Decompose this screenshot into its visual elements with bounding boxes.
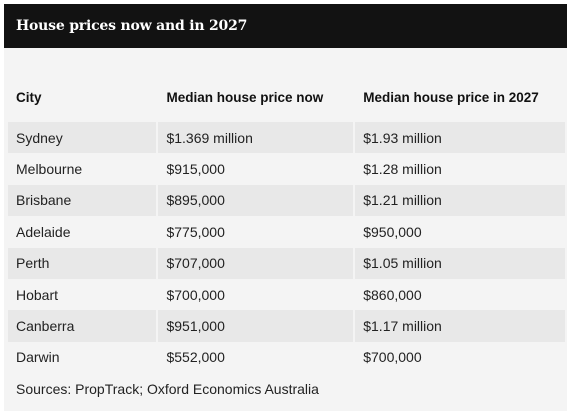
column-header-price-now: Median house price now: [156, 72, 353, 122]
city-cell: Brisbane: [8, 184, 157, 217]
table-row: Darwin $552,000 $700,000: [8, 341, 565, 374]
table-row: Perth $707,000 $1.05 million: [8, 247, 565, 279]
city-cell: Hobart: [8, 278, 157, 311]
city-cell: Adelaide: [8, 216, 157, 248]
price-now-cell: $707,000: [156, 247, 354, 279]
city-cell: Sydney: [8, 122, 157, 154]
price-now-cell: $1.369 million: [156, 122, 354, 154]
column-header-city: City: [16, 89, 42, 105]
price-2027-cell: $700,000: [353, 341, 565, 374]
source-note: Sources: PropTrack; Oxford Economics Aus…: [16, 381, 319, 397]
price-now-cell: $552,000: [156, 341, 354, 374]
price-now-cell: $895,000: [156, 184, 354, 217]
table-row: Hobart $700,000 $860,000: [8, 278, 565, 311]
price-2027-cell: $1.21 million: [353, 184, 565, 217]
column-header-price-2027: Median house price in 2027: [353, 72, 565, 122]
table-title-text: House prices now and in 2027: [16, 18, 248, 34]
price-2027-cell: $1.17 million: [353, 310, 565, 342]
table-row: Adelaide $775,000 $950,000: [8, 216, 565, 248]
price-now-cell: $700,000: [156, 278, 354, 311]
price-2027-cell: $1.28 million: [353, 153, 565, 185]
price-now-cell: $775,000: [156, 216, 354, 248]
price-2027-cell: $950,000: [353, 216, 565, 248]
price-2027-cell: $1.93 million: [353, 122, 565, 154]
city-cell: Canberra: [8, 310, 157, 342]
house-price-card: House prices now and in 2027 City Median…: [4, 4, 567, 411]
house-price-table: City Median house price now Median house…: [8, 72, 565, 374]
city-cell: Perth: [8, 247, 157, 279]
city-cell: Darwin: [8, 341, 157, 374]
table-row: Sydney $1.369 million $1.93 million: [8, 122, 565, 154]
table-title: House prices now and in 2027: [4, 4, 567, 48]
city-cell: Melbourne: [8, 153, 157, 185]
price-now-cell: $951,000: [156, 310, 354, 342]
table-row: Brisbane $895,000 $1.21 million: [8, 184, 565, 217]
table-row: Melbourne $915,000 $1.28 million: [8, 153, 565, 185]
table-row: Canberra $951,000 $1.17 million: [8, 310, 565, 342]
table-header-row: City Median house price now Median house…: [8, 72, 565, 122]
price-2027-cell: $1.05 million: [353, 247, 565, 279]
price-now-cell: $915,000: [156, 153, 354, 185]
price-2027-cell: $860,000: [353, 278, 565, 311]
